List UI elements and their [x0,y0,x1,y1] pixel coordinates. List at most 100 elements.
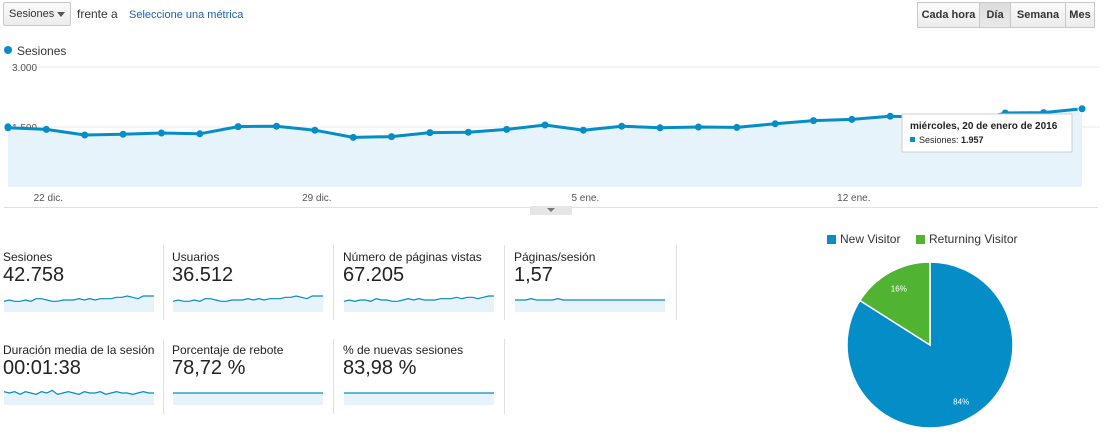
pie-legend-returning-label: Returning Visitor [929,232,1018,246]
sparkline-area [173,296,323,312]
scorecard-value: 1,57 [514,264,553,286]
data-point [579,126,587,134]
scorecard-sparkline [343,295,494,312]
data-point [234,123,242,131]
scorecard-sparkline [344,392,494,405]
scorecard-label: Duración media de la sesión [3,343,155,357]
data-point [503,125,511,133]
scorecard-separator [333,245,334,320]
scorecard-label: Sesiones [3,250,53,264]
tooltip-value: Sesiones: 1.957 [919,135,984,145]
data-point [349,133,357,141]
day-button[interactable]: Día [979,2,1011,28]
tooltip-date: miércoles, 20 de enero de 2016 [910,121,1058,132]
data-point [426,129,434,137]
chevron-down-icon [57,12,65,17]
data-point [311,126,319,134]
legend-swatch [916,234,925,244]
tooltip-value-number: 1.957 [961,135,984,145]
chart-expand-handle[interactable] [530,206,572,215]
data-point [886,112,894,120]
scorecard-value: 67.205 [343,264,405,286]
sparkline-line [172,295,323,302]
hourly-button[interactable]: Cada hora [917,2,980,28]
sparkline-line [343,295,494,302]
sparkline-line [3,295,154,302]
sparkline-line [515,298,665,301]
sparkline-area [173,393,323,405]
pie-slice-label: 84% [953,398,969,407]
pie-slice [858,261,931,347]
scorecard-separator [504,339,505,414]
tooltip-box [901,113,1073,153]
scorecard-separator [333,339,334,414]
scorecard-value: 00:01:38 [3,357,81,379]
chevron-down-icon [547,208,555,212]
scorecard-label: % de nuevas sesiones [343,343,464,357]
x-tick-label: 22 dic. [34,193,63,204]
scorecard-label: Páginas/sesión [514,250,596,264]
month-button[interactable]: Mes [1065,2,1095,28]
sparkline-area [344,393,494,405]
tooltip-series-name: Sesiones: [919,135,961,145]
scorecard[interactable]: Número de páginas vistas 67.205 [343,250,503,330]
scorecard-sparkline [3,295,154,312]
metric-select-value: Sesiones [9,8,55,20]
data-point [388,133,396,141]
pie-slice-label: 16% [891,284,907,293]
data-point [464,128,472,136]
sparkline-area [4,390,154,405]
data-point [196,130,204,138]
data-point [1077,104,1087,114]
scorecard-separator [163,245,164,320]
scorecard-label: Número de páginas vistas [343,250,482,264]
scorecard[interactable]: Porcentaje de rebote 78,72 % [172,343,332,423]
scorecard-sparkline [172,295,323,312]
scorecard-sparkline [173,392,323,405]
data-point [618,122,626,130]
select-metric-link[interactable]: Seleccione una métrica [129,9,244,21]
pie-legend-returning[interactable]: Returning Visitor [916,232,1018,246]
data-point [81,131,89,139]
pie-slice [846,261,1014,429]
visitor-type-pie-chart: 84% 16% [846,261,1014,429]
x-tick-label: 12 ene. [837,193,870,204]
data-point [848,115,856,123]
data-point [694,123,702,131]
sparkline-line [3,389,154,396]
data-point [273,122,280,130]
compare-label: frente a [77,7,118,21]
scorecard[interactable]: Páginas/sesión 1,57 [514,250,674,330]
scorecard-label: Porcentaje de rebote [172,343,284,357]
scorecard-separator [504,245,505,320]
week-button[interactable]: Semana [1010,2,1066,28]
time-granularity-buttons: Cada hora Día Semana Mes [917,2,1095,28]
x-tick-label: 5 ene. [571,193,599,204]
data-point [42,125,50,133]
data-point [119,130,127,138]
data-point [157,129,165,137]
sparkline-area [4,296,154,312]
data-point [810,117,817,125]
y-tick-label: 3.000 [12,63,37,74]
scorecard[interactable]: Usuarios 36.512 [172,250,332,330]
pie-legend-new[interactable]: New Visitor [827,232,900,246]
metric-select[interactable]: Sesiones [3,2,71,26]
scorecard[interactable]: Duración media de la sesión 00:01:38 [3,343,163,423]
data-point [4,123,12,131]
data-point [771,120,779,128]
scorecard-value: 42.758 [3,264,65,286]
scorecard[interactable]: % de nuevas sesiones 83,98 % [343,343,503,423]
x-tick-label: 29 dic. [302,193,331,204]
scorecard-separator [676,245,677,320]
scorecard-value: 83,98 % [343,357,417,379]
series-legend-dot [4,46,12,54]
scorecard[interactable]: Sesiones 42.758 [3,250,163,330]
scorecard-sparkline [515,298,665,312]
sparkline-area [515,298,665,312]
data-point [656,124,664,132]
data-point [541,121,549,129]
data-point [733,123,741,131]
scorecard-sparkline [3,389,154,405]
